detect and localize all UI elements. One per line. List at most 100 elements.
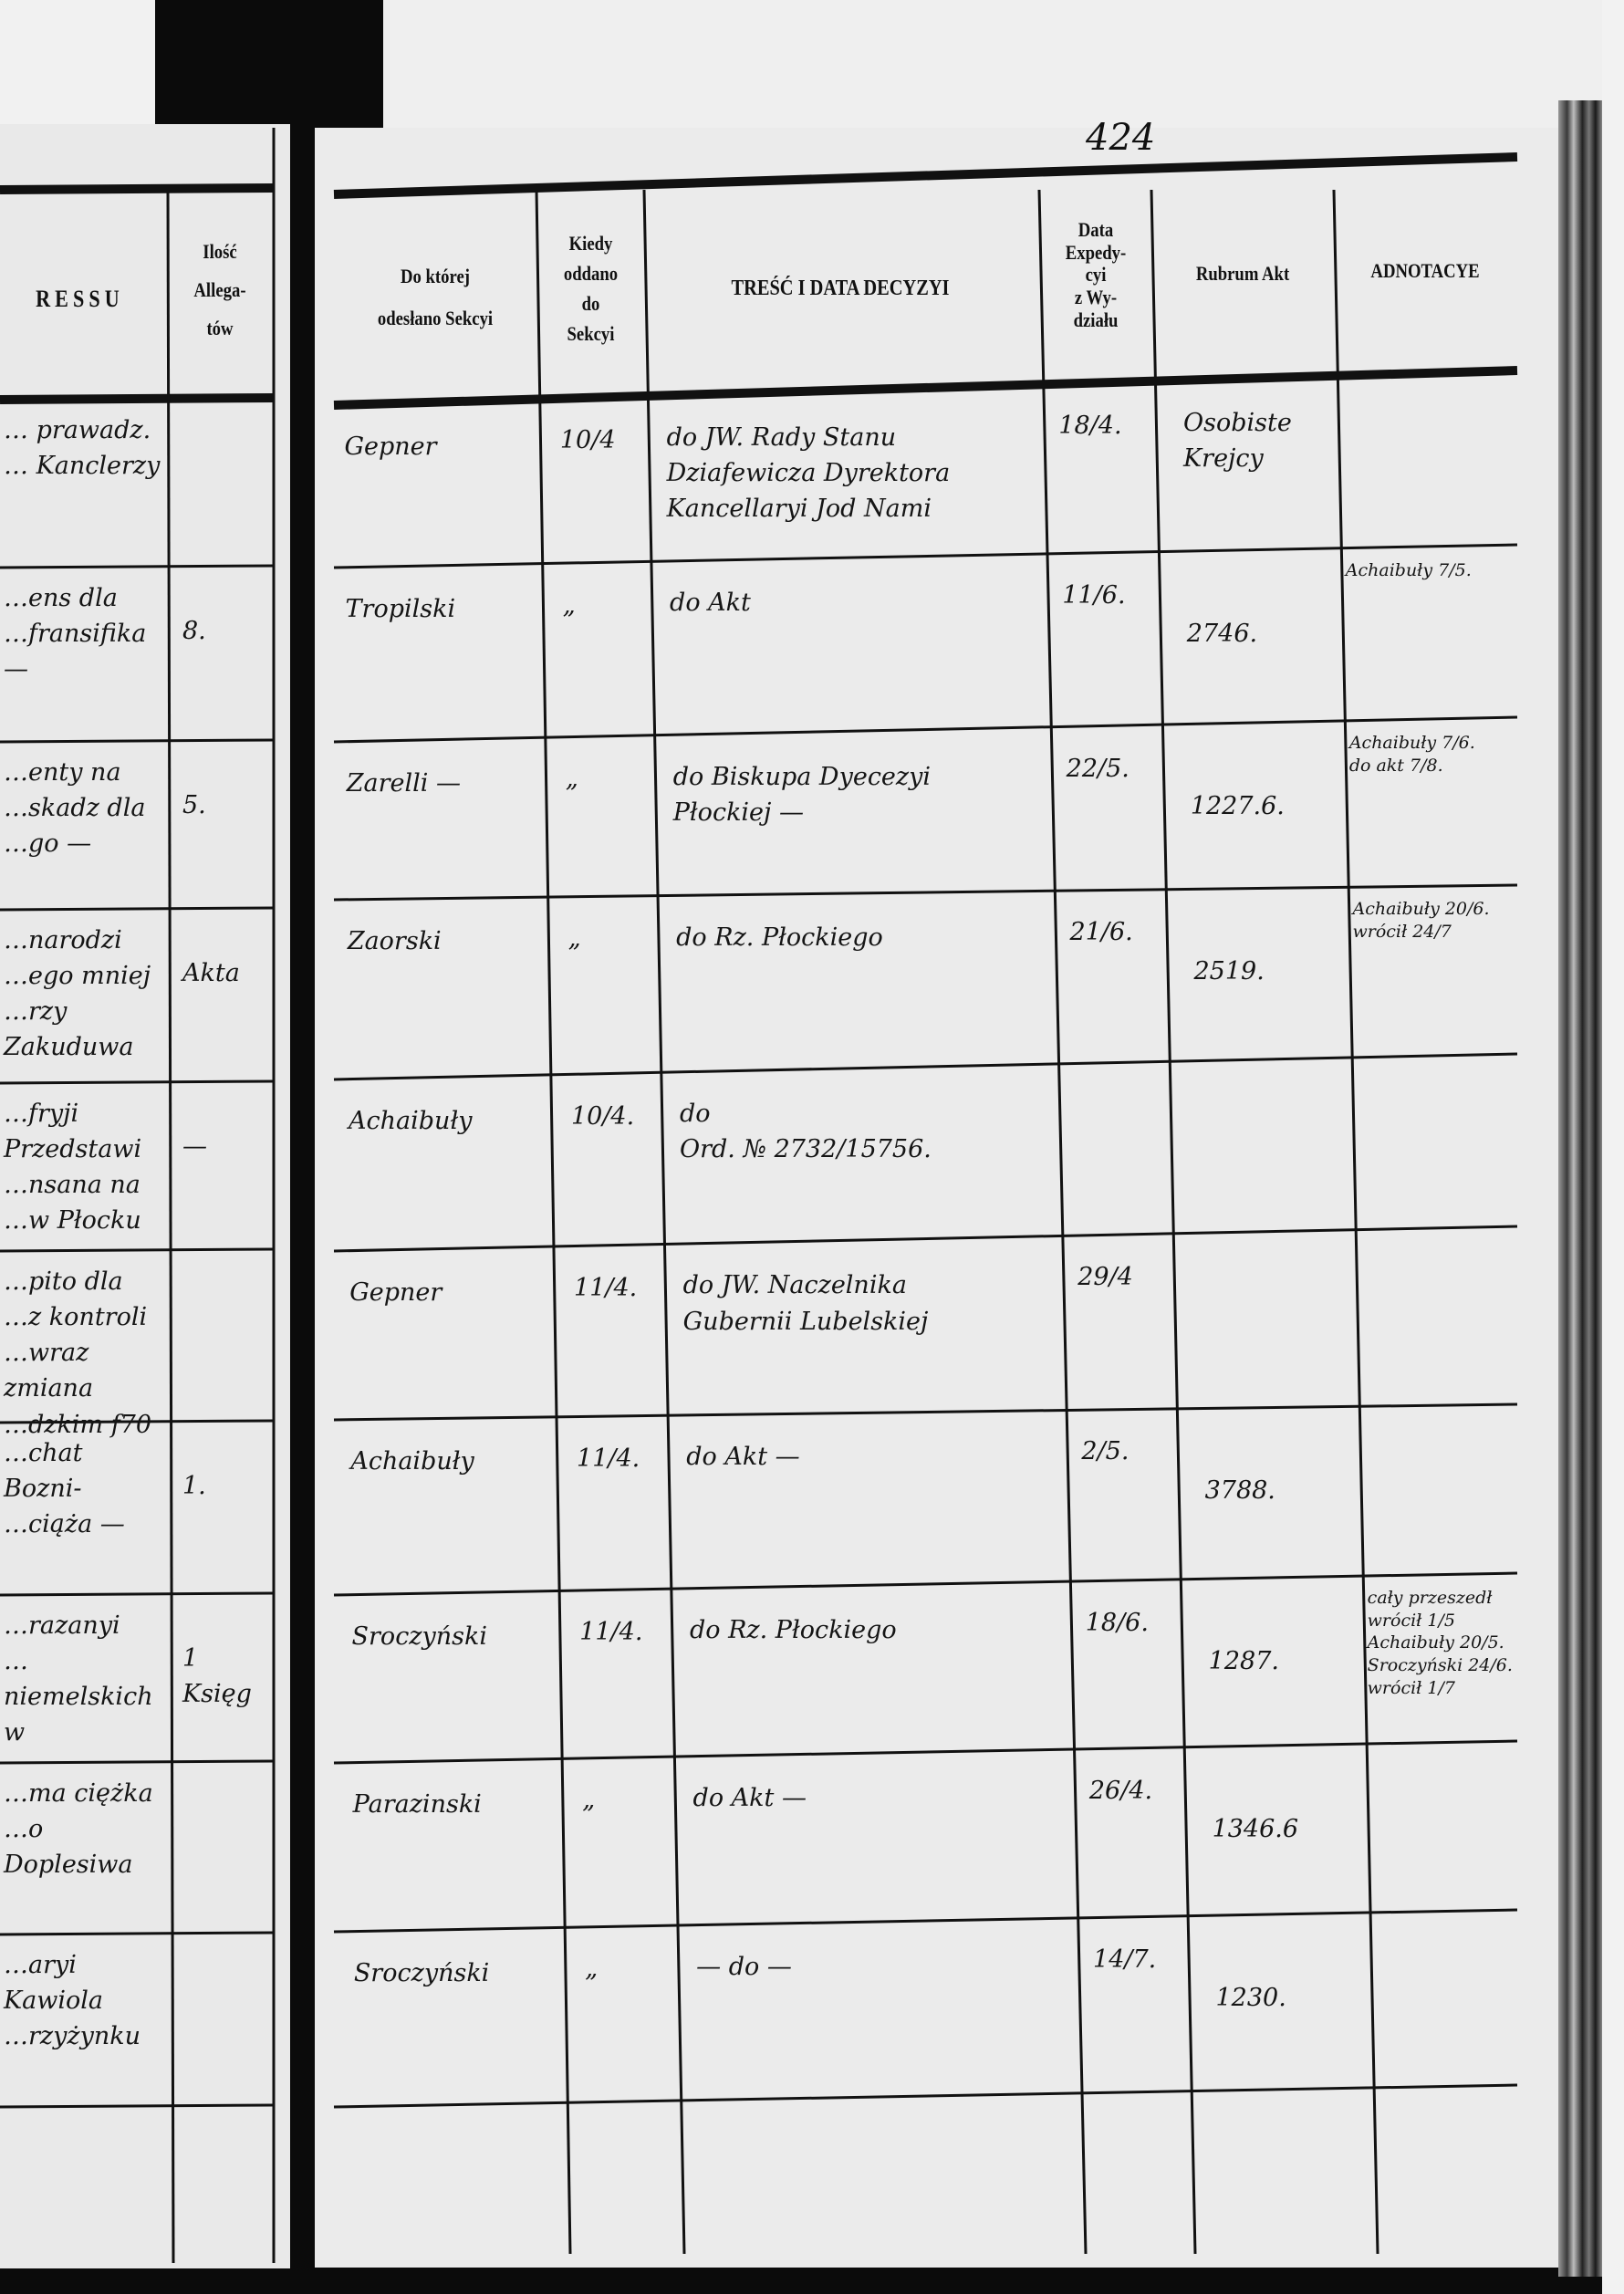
scan-margin — [383, 0, 1624, 137]
left-cell-allegata: 5. — [182, 791, 206, 819]
cell-dispatch: 26/4. — [1088, 1776, 1153, 1805]
row-rule — [333, 883, 1518, 902]
cell-when: „ — [562, 590, 576, 620]
left-cell-text: …pito dla …z kontroli …wraz zmiana …dzki… — [4, 1267, 152, 1439]
cell-annotations: Achaibuły 7/5. — [1345, 559, 1472, 580]
header-rule-thick — [333, 152, 1518, 199]
cell-decision: do Akt — — [686, 1443, 800, 1472]
left-header-rule-thick — [0, 183, 275, 194]
cell-decision: do Ord. № 2732/15756. — [679, 1100, 932, 1164]
cell-decision: do JW. Naczelnika Gubernii Lubelskiej — [682, 1271, 929, 1336]
left-cell-allegata: Akta — [182, 959, 240, 987]
column-rule — [642, 189, 686, 2255]
left-page — [0, 124, 290, 2268]
cell-annotations: Achaibuły 7/6. do akt 7/8. — [1348, 732, 1475, 776]
left-row-rule — [0, 2103, 275, 2109]
cell-section: Zarelli — — [346, 768, 461, 798]
left-row-rule — [0, 1931, 275, 1936]
row-rule — [333, 715, 1518, 744]
book-binding — [1558, 100, 1602, 2277]
cell-section: Gepner — [344, 432, 437, 461]
left-cell-text: …razanyi …niemelskich w — [4, 1611, 153, 1747]
cell-dispatch: 11/6. — [1062, 580, 1126, 610]
scan-margin — [0, 0, 155, 128]
row-rule — [333, 2083, 1518, 2109]
left-header-rule-thick — [0, 393, 275, 404]
row-rule — [333, 543, 1518, 569]
cell-rubrum: 2519. — [1193, 956, 1265, 985]
cell-dispatch: 18/4. — [1058, 412, 1122, 441]
cell-decision: do Biskupa Dyecezyi Płockiej — — [672, 762, 932, 827]
left-row-rule — [0, 1591, 275, 1597]
cell-rubrum: Osobiste Krejcy — [1183, 408, 1292, 473]
cell-dispatch: 2/5. — [1081, 1437, 1130, 1466]
cell-rubrum: 2746. — [1186, 619, 1258, 648]
cell-section: Achaibuły — [350, 1446, 474, 1475]
left-row-rule — [0, 1247, 275, 1253]
left-cell-text: …fryji Przedstawi …nsana na …w Płocku — [4, 1100, 142, 1236]
cell-annotations: Achaibuły 20/6. wrócił 24/7 — [1352, 899, 1490, 942]
left-cell-text: …narodzi …ego mniej …rzy Zakuduwa — [4, 926, 151, 1062]
row-rule — [333, 1908, 1518, 1934]
cell-when: „ — [567, 924, 581, 954]
header-rule-thick — [333, 366, 1518, 410]
cell-section: Sroczyński — [351, 1621, 488, 1651]
cell-section: Tropilski — [345, 594, 456, 623]
left-cell-allegata: — — [182, 1132, 207, 1161]
row-rule — [333, 1571, 1518, 1597]
left-cell-allegata: 1. — [182, 1472, 206, 1500]
header-section: Do której odesłano Sekcyi — [377, 265, 494, 330]
header-decision: TREŚĆ I DATA DECYZYI — [731, 276, 950, 300]
right-page — [315, 128, 1560, 2268]
cell-rubrum: 1287. — [1208, 1646, 1279, 1675]
left-header-allegata: Ilość Allega- tów — [193, 240, 246, 339]
cell-rubrum: 1346.6 — [1212, 1814, 1299, 1843]
cell-dispatch: 18/6. — [1085, 1609, 1149, 1638]
cell-dispatch: 21/6. — [1069, 918, 1133, 947]
left-cell-text: … prawadz. … Kanclerzy — [4, 416, 161, 481]
cell-section: Parazinski — [352, 1789, 482, 1819]
left-cell-text: …ens dla …fransifika — — [4, 584, 147, 684]
cell-decision: do JW. Rady Stanu Dziafewicza Dyrektora … — [666, 422, 951, 524]
cell-when: „ — [585, 1955, 599, 1984]
cell-when: 11/4. — [577, 1444, 640, 1473]
header-when-given: Kiedy oddano do Sekcyi — [563, 232, 619, 345]
cell-when: „ — [582, 1786, 596, 1815]
left-cell-text: …ma ciężka …o Doplesiwa — [4, 1779, 153, 1880]
cell-decision: do Rz. Płockiego — [676, 923, 883, 952]
left-row-rule — [0, 1419, 275, 1424]
cell-when: 11/4. — [579, 1618, 643, 1647]
left-cell-text: …enty na …skadz dla …go — — [4, 758, 146, 859]
cell-when: 10/4 — [559, 426, 616, 455]
cell-decision: do Rz. Płockiego — [689, 1616, 897, 1645]
left-row-rule — [0, 1079, 275, 1085]
header-annotations: ADNOTACYE — [1370, 259, 1480, 282]
cell-when: „ — [565, 765, 578, 794]
cell-decision: — do — — [696, 1953, 792, 1982]
header-dispatch-date: Data Expedy- cyi z Wy- działu — [1065, 218, 1127, 331]
cell-decision: do Akt — — [692, 1784, 807, 1813]
scan-margin — [1602, 0, 1624, 2294]
left-cell-text: …chat Bozni- …ciąża — — [4, 1439, 125, 1539]
left-cell-allegata: 8. — [182, 617, 206, 645]
left-column-rule — [166, 189, 175, 2264]
cell-when: 10/4. — [570, 1101, 635, 1131]
left-cell-allegata: 1 Księg — [182, 1644, 252, 1709]
cell-rubrum: 3788. — [1204, 1475, 1275, 1505]
left-row-rule — [0, 738, 275, 744]
left-row-rule — [0, 564, 275, 569]
column-rule — [1150, 189, 1197, 2255]
row-rule — [333, 1225, 1518, 1253]
cell-dispatch: 14/7. — [1093, 1945, 1157, 1974]
cell-annotations: cały przeszedł wrócił 1/5 Achaibuły 20/5… — [1367, 1588, 1513, 1698]
row-rule — [333, 1739, 1518, 1765]
cell-section: Zaorski — [347, 926, 442, 955]
cell-rubrum: 1230. — [1215, 1983, 1286, 2012]
cell-dispatch: 29/4 — [1077, 1263, 1133, 1292]
cell-when: 11/4. — [574, 1273, 638, 1302]
page-number: 424 — [1086, 117, 1156, 159]
cell-section: Sroczyński — [353, 1958, 490, 1987]
cell-dispatch: 22/5. — [1066, 754, 1130, 783]
row-rule — [333, 1402, 1518, 1422]
